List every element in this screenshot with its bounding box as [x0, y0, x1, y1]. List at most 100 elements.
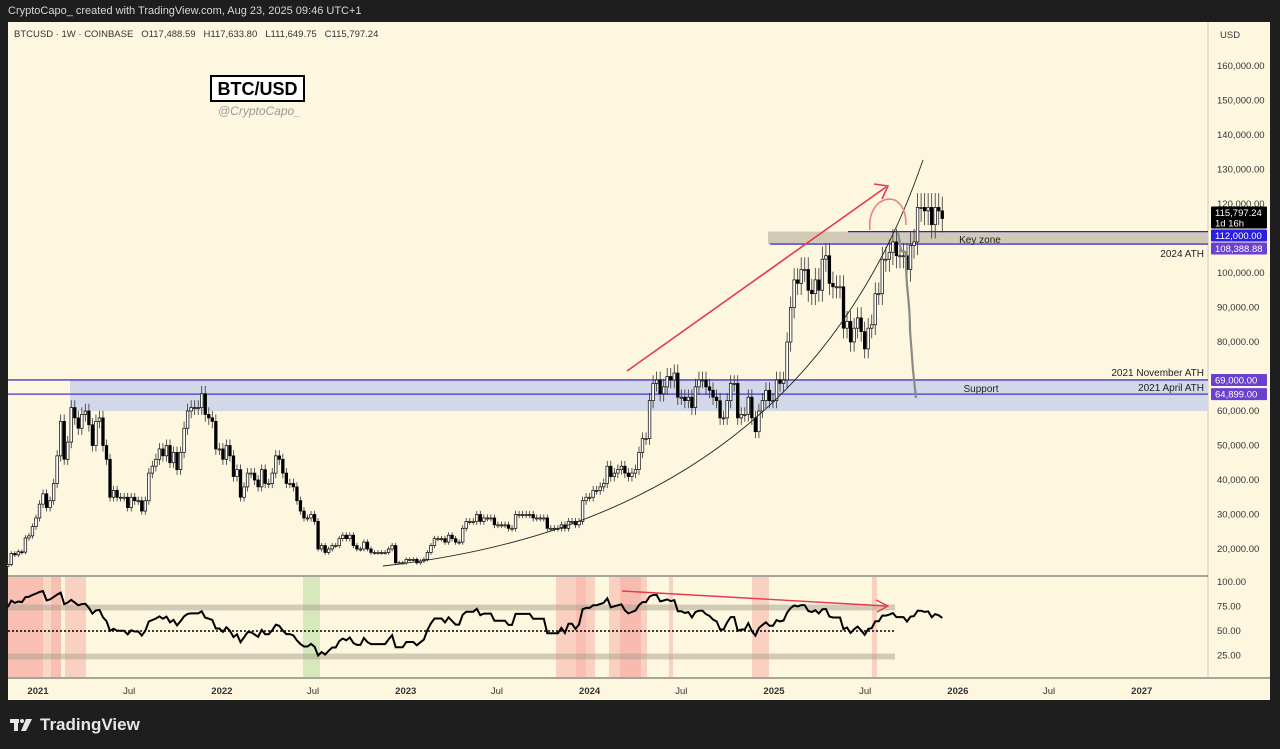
candle [700, 371, 705, 389]
candle-body [496, 524, 500, 527]
candle [284, 468, 289, 489]
candle [66, 435, 70, 465]
candle-body [750, 396, 754, 419]
candle-body [605, 465, 609, 484]
price-axis-tick: 90,000.00 [1217, 303, 1259, 314]
candle [647, 393, 652, 445]
candle-body [126, 496, 130, 508]
price-tag-background [1211, 373, 1267, 386]
candle-body [164, 445, 169, 457]
rsi-overbought-highlight [576, 577, 586, 677]
candle-body [411, 558, 415, 561]
candle-body [475, 514, 479, 522]
candle-body [764, 389, 768, 401]
candle [623, 460, 627, 479]
candle-body [820, 258, 825, 291]
candle [115, 485, 119, 502]
time-axis-tick: 2024 [579, 686, 601, 697]
candle-body [302, 510, 306, 519]
candle-body [831, 283, 835, 288]
candle-body [337, 538, 341, 546]
candle-body [506, 524, 511, 529]
tradingview-logo[interactable]: TradingView [10, 715, 140, 735]
chart-pane [8, 22, 1270, 700]
candle [140, 496, 144, 515]
candle [834, 275, 839, 299]
rsi-axis-tick: 25.00 [1217, 651, 1241, 662]
rsi-divergence-arrow [621, 590, 887, 607]
candle [13, 551, 17, 558]
candle [714, 389, 719, 409]
candle-body [729, 383, 733, 401]
candle-body [327, 548, 331, 553]
candle [704, 371, 708, 395]
candle-body [386, 548, 391, 553]
candle [147, 468, 151, 505]
candle-body [714, 396, 719, 402]
price-axis-tick: 60,000.00 [1217, 406, 1259, 417]
candle [87, 403, 91, 432]
candle [866, 318, 870, 359]
candle [605, 460, 609, 489]
candle [369, 546, 373, 555]
candle [517, 510, 521, 519]
chart-credit: CryptoCapo_ created with TradingView.com… [8, 5, 362, 17]
candle-body [23, 537, 28, 553]
candle [238, 464, 243, 502]
candle-body [62, 421, 66, 460]
trend-arrow-head-icon [873, 183, 890, 200]
rsi-overbought-highlight [556, 577, 595, 677]
candle-body [704, 379, 708, 388]
candle [344, 532, 348, 542]
brand-name: TradingView [40, 715, 140, 734]
price-tag-value: 115,797.24 [1215, 208, 1262, 219]
candle-body [721, 417, 726, 420]
candle [799, 257, 803, 296]
price-axis-tick: 150,000.00 [1217, 96, 1265, 107]
candle-body [570, 521, 574, 523]
candle [792, 268, 796, 319]
rsi-overbought-highlight [620, 577, 641, 677]
candle [757, 403, 761, 439]
candle [535, 514, 539, 522]
candle-body [129, 496, 133, 508]
candle-body [461, 527, 465, 543]
candle [528, 510, 532, 519]
candle-body [587, 496, 592, 499]
candle [182, 421, 186, 459]
candle-body [231, 455, 236, 477]
candle-body [80, 414, 84, 429]
candle [838, 275, 842, 299]
candle [482, 514, 486, 525]
price-tag-value: 64,899.00 [1215, 390, 1257, 401]
time-axis-tick: 2025 [763, 686, 785, 697]
candle [492, 514, 497, 529]
axis-unit-label[interactable]: USD [1220, 30, 1240, 41]
candle-body [51, 483, 56, 502]
candle [436, 535, 440, 542]
candle-body [866, 327, 870, 350]
rsi-overbought-highlight [51, 577, 61, 677]
candle [203, 385, 207, 422]
candle-body [263, 469, 267, 484]
candle-body [408, 558, 412, 561]
price-axis-tick: 160,000.00 [1217, 61, 1265, 72]
candle [859, 307, 863, 342]
candle-body [207, 414, 211, 419]
candle [175, 446, 179, 475]
candle [831, 271, 835, 299]
candle [746, 389, 750, 422]
candle [334, 543, 338, 549]
candle-body [115, 490, 119, 498]
candle-body [101, 417, 105, 446]
candle-body [175, 452, 179, 470]
candle-body [799, 269, 803, 284]
candle-body [654, 379, 659, 384]
candle-body [143, 500, 147, 512]
candle [552, 525, 557, 532]
candle [394, 543, 398, 565]
candle [679, 389, 683, 405]
price-tag: 64,899.00 [1211, 388, 1267, 401]
